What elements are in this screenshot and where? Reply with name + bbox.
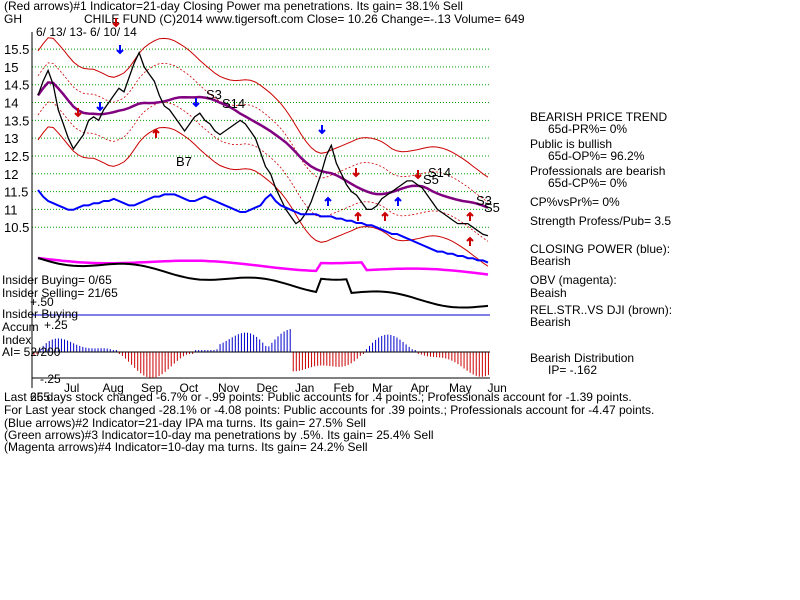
obv-value: Beaish: [530, 286, 567, 300]
x-tick-label: Feb: [334, 381, 355, 395]
y-tick-label: 11: [4, 202, 18, 217]
ticker-symbol: GH: [4, 12, 22, 26]
distribution-title: Bearish Distribution: [530, 351, 635, 365]
accum-label: Accum: [2, 320, 39, 334]
lower-inner-band: [37, 101, 489, 242]
x-tick-label: Sep: [141, 381, 163, 395]
relstr-value: Bearish: [530, 315, 571, 329]
index-label: Index: [2, 333, 32, 347]
scale-plus50: +.50: [30, 295, 54, 309]
signal-s14-top: S14: [222, 96, 246, 111]
upper-inner-band: [37, 62, 489, 203]
date-range: 6/ 13/ 13- 6/ 10/ 14: [36, 25, 137, 39]
y-tick-label: 14.5: [4, 78, 29, 93]
x-tick-label: Oct: [180, 381, 199, 395]
x-tick-label: Apr: [411, 381, 430, 395]
footer-line-1: 65 days stock changed -6.7% or -.99 poin…: [30, 390, 632, 404]
footer-line-prefix: Last 265: [4, 390, 51, 404]
x-tick-label: Nov: [218, 381, 239, 395]
footer-line-4: (Green arrows)#3 Indicator=10-day ma pen…: [4, 428, 434, 442]
footer-line-5: (Magenta arrows)#4 Indicator=10-day ma t…: [4, 440, 368, 454]
signal-arrow: [381, 211, 389, 221]
lower-band: [37, 126, 489, 267]
y-tick-label: 15.5: [4, 42, 29, 57]
signal-b7: B7: [176, 154, 192, 169]
pros-title: Professionals are bearish: [530, 164, 666, 178]
signal-arrow: [394, 196, 402, 206]
signal-arrow: [324, 196, 332, 206]
signal-arrow: [74, 108, 82, 118]
y-tick-label: 11.5: [4, 185, 28, 200]
cp-vs-pr: CP%vsPr%= 0%: [530, 195, 620, 209]
footer-line-2: For Last year stock changed -28.1% or -4…: [4, 403, 655, 417]
x-tick-label: Mar: [372, 381, 393, 395]
y-tick-label: 12: [4, 167, 18, 182]
signal-arrow: [152, 128, 160, 138]
insider-buying: Insider Buying= 0/65: [2, 273, 112, 287]
signal-s3-end: S3: [476, 193, 492, 208]
y-tick-label: 13: [4, 131, 18, 146]
strength: Strength Profess/Pub= 3.5: [530, 214, 672, 228]
signal-arrow: [414, 170, 422, 180]
y-tick-label: 10.5: [4, 220, 29, 235]
public-title: Public is bullish: [530, 137, 613, 151]
fund-info: CHILE FUND (C)2014 www.tigersoft.com Clo…: [84, 12, 525, 26]
signal-arrow: [192, 98, 200, 108]
upper-band: [37, 37, 489, 178]
obv-title: OBV (magenta):: [530, 273, 617, 287]
signal-s5-end: S5: [484, 200, 500, 215]
signal-arrow: [318, 125, 326, 135]
signal-arrow: [466, 236, 474, 246]
chart-header-indicator1: (Red arrows)#1 Indicator=21-day Closing …: [4, 0, 463, 13]
x-tick-label: Dec: [257, 381, 278, 395]
ip-value: IP= -.162: [548, 363, 598, 377]
signal-s5-right: S5: [423, 172, 439, 187]
signal-s14-right: S14: [428, 165, 452, 180]
x-tick-label: Jun: [488, 381, 507, 395]
x-tick-label: Jan: [295, 381, 314, 395]
y-tick-label: 12.5: [4, 149, 29, 164]
insider-selling: Insider Selling= 21/65: [2, 286, 118, 300]
insider-buying-label: Insider Buying: [2, 307, 79, 321]
x-tick-label: Jul: [64, 381, 79, 395]
closing-power-line: [37, 189, 489, 264]
closing-power-title: CLOSING POWER (blue):: [530, 242, 671, 256]
signal-arrow: [96, 102, 104, 112]
x-tick-label: May: [449, 381, 472, 395]
scale-minus25: -.25: [40, 372, 61, 386]
trend-title: BEARISH PRICE TREND: [530, 110, 668, 124]
x-tick-label: Aug: [103, 381, 124, 395]
op-pct: 65d-OP%= 96.2%: [548, 149, 645, 163]
ai-value: AI= 52/200: [2, 345, 61, 359]
footer-line-3: (Blue arrows)#2 Indicator=21-day IPA ma …: [4, 416, 366, 430]
y-tick-label: 15: [4, 60, 18, 75]
closing-power-value: Bearish: [530, 254, 571, 268]
signal-arrow: [466, 211, 474, 221]
y-tick-label: 14: [4, 96, 18, 111]
signal-arrow: [354, 211, 362, 221]
signal-arrow: [116, 45, 124, 55]
moving-average: [36, 81, 489, 209]
relstr-title: REL.STR..VS DJI (brown):: [530, 303, 673, 317]
rel-str-line: [37, 257, 489, 309]
price-line: [37, 50, 489, 237]
cp-pct: 65d-CP%= 0%: [548, 176, 628, 190]
signal-arrow: [112, 18, 120, 28]
signal-s3-top: S3: [206, 87, 222, 102]
scale-plus25: +.25: [44, 318, 68, 332]
y-tick-label: 13.5: [4, 113, 29, 128]
pr-pct: 65d-PR%= 0%: [548, 122, 628, 136]
signal-arrow: [352, 168, 360, 178]
